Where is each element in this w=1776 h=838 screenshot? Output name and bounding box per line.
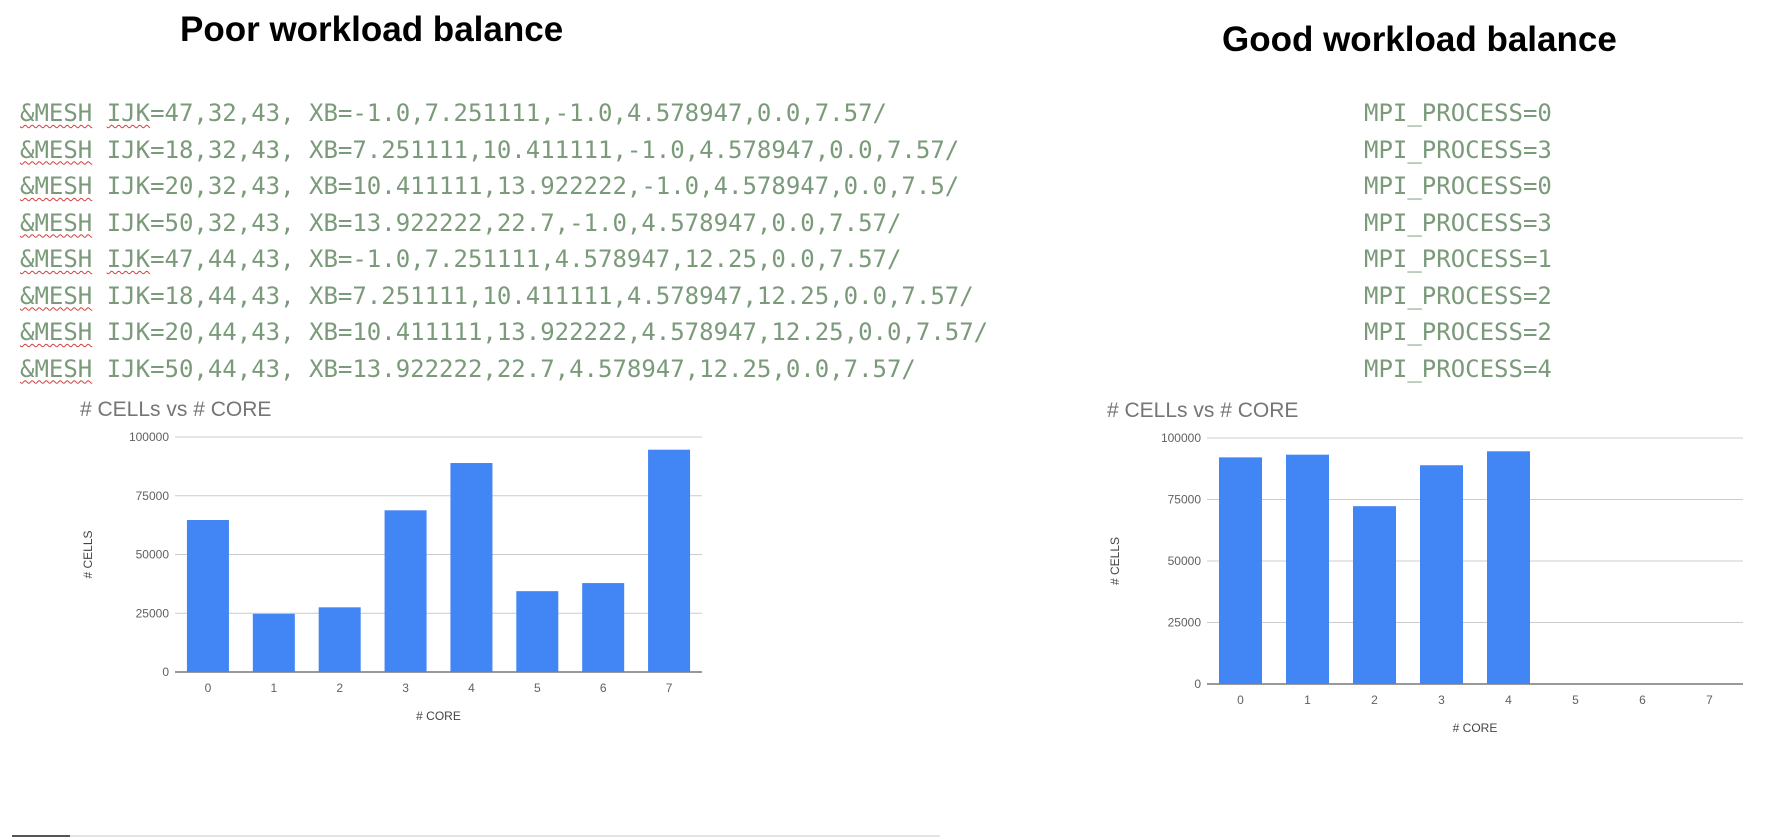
mpi-process-line: MPI_PROCESS=3 (1364, 208, 1552, 237)
x-tick-label: 5 (1572, 693, 1579, 707)
mesh-parameters: =18,32,43, XB=7.251111,10.411111,-1.0,4.… (150, 135, 960, 164)
bar (516, 591, 559, 672)
y-tick-label: 100000 (129, 430, 169, 444)
y-axis-title: # CELLS (1108, 537, 1122, 585)
x-tick-label: 3 (402, 681, 409, 695)
x-tick-label: 6 (1639, 693, 1646, 707)
x-tick-label: 0 (205, 681, 212, 695)
x-tick-label: 4 (1505, 693, 1512, 707)
x-tick-label: 4 (468, 681, 475, 695)
ijk-keyword: IJK (106, 135, 151, 164)
mesh-keyword: &MESH (20, 99, 93, 127)
mesh-parameters: =50,32,43, XB=13.922222,22.7,-1.0,4.5789… (150, 208, 902, 237)
mesh-keyword: &MESH (20, 354, 93, 383)
y-tick-label: 0 (162, 665, 169, 679)
x-tick-label: 0 (1237, 693, 1244, 707)
mesh-parameters: =50,44,43, XB=13.922222,22.7,4.578947,12… (150, 354, 916, 383)
x-tick-label: 3 (1438, 693, 1445, 707)
good-balance-chart: # CELLs vs # CORE 0 25000 50000 75000 100000 0… (1107, 393, 1747, 833)
bottom-divider-right (70, 835, 940, 837)
bar-chart-svg: # CELLs vs # CORE 0 25000 50000 75000 100000 0… (1107, 399, 1743, 735)
good-balance-title: Good workload balance (1222, 20, 1617, 59)
x-tick-label: 2 (1371, 693, 1378, 707)
x-tick-label: 5 (534, 681, 541, 695)
mesh-parameters: =20,32,43, XB=10.411111,13.922222,-1.0,4… (150, 172, 960, 200)
bar (1487, 451, 1530, 684)
mesh-line: &MESH IJK=18,32,43, XB=7.251111,10.41111… (20, 132, 988, 169)
x-axis-title: # CORE (1453, 721, 1498, 735)
bar-chart-svg: # CELLs vs # CORE 0 25000 50000 75000 100000 0… (80, 398, 702, 723)
mpi-process-line: MPI_PROCESS=4 (1364, 354, 1552, 383)
mesh-line: &MESH IJK=20,32,43, XB=10.411111,13.9222… (20, 168, 988, 205)
y-axis-title: # CELLS (81, 530, 95, 578)
bar (1353, 506, 1396, 684)
x-tick-label: 7 (666, 681, 673, 695)
mesh-line: &MESH IJK=50,32,43, XB=13.922222,22.7,-1… (20, 205, 988, 242)
mpi-process-list: MPI_PROCESS=0 MPI_PROCESS=3 MPI_PROCESS=0 M… (1364, 95, 1552, 387)
x-tick-label: 1 (270, 681, 277, 695)
ijk-keyword: IJK (106, 99, 151, 127)
mesh-parameters: =47,44,43, XB=-1.0,7.251111,4.578947,12.… (150, 245, 902, 273)
bar (582, 583, 625, 672)
bar (186, 520, 229, 672)
mesh-parameters: =20,44,43, XB=10.411111,13.922222,4.5789… (150, 318, 989, 346)
chart-title: # CELLs vs # CORE (1107, 399, 1298, 422)
mesh-line: &MESH IJK=18,44,43, XB=7.251111,10.41111… (20, 278, 988, 315)
mesh-parameters: =18,44,43, XB=7.251111,10.411111,4.57894… (150, 281, 974, 310)
mpi-process-line: MPI_PROCESS=2 (1364, 318, 1552, 346)
mpi-process-line: MPI_PROCESS=2 (1364, 281, 1552, 310)
ijk-keyword: IJK (106, 172, 151, 200)
mesh-definition-list: &MESH IJK=47,32,43, XB=-1.0,7.251111,-1.… (20, 95, 988, 387)
mesh-line: &MESH IJK=47,44,43, XB=-1.0,7.251111,4.5… (20, 241, 988, 278)
y-tick-label: 50000 (1168, 554, 1202, 568)
mesh-line: &MESH IJK=50,44,43, XB=13.922222,22.7,4.… (20, 351, 988, 388)
mesh-line: &MESH IJK=47,32,43, XB=-1.0,7.251111,-1.… (20, 95, 988, 132)
mesh-keyword: &MESH (20, 208, 93, 237)
y-tick-label: 0 (1194, 677, 1201, 691)
x-axis-title: # CORE (416, 709, 461, 723)
bottom-divider-left (12, 835, 70, 837)
poor-balance-title: Poor workload balance (180, 10, 564, 49)
mesh-keyword: &MESH (20, 135, 93, 164)
y-tick-label: 25000 (136, 606, 170, 620)
mesh-keyword: &MESH (20, 172, 93, 200)
mpi-process-line: MPI_PROCESS=1 (1364, 245, 1552, 273)
bar (450, 463, 493, 672)
mesh-parameters: =47,32,43, XB=-1.0,7.251111,-1.0,4.57894… (150, 99, 887, 127)
ijk-keyword: IJK (106, 245, 151, 273)
chart-title: # CELLs vs # CORE (80, 398, 271, 421)
ijk-keyword: IJK (106, 281, 151, 310)
bar (252, 613, 295, 672)
y-tick-label: 75000 (136, 489, 170, 503)
mpi-process-line: MPI_PROCESS=3 (1364, 135, 1552, 164)
mpi-process-line: MPI_PROCESS=0 (1364, 172, 1552, 200)
x-tick-label: 1 (1304, 693, 1311, 707)
bar (318, 607, 361, 672)
ijk-keyword: IJK (106, 208, 151, 237)
x-tick-label: 7 (1706, 693, 1713, 707)
mesh-keyword: &MESH (20, 318, 93, 346)
y-tick-label: 75000 (1168, 493, 1202, 507)
mesh-keyword: &MESH (20, 281, 93, 310)
x-tick-label: 6 (600, 681, 607, 695)
mpi-process-line: MPI_PROCESS=0 (1364, 99, 1552, 127)
y-tick-label: 25000 (1168, 616, 1202, 630)
bar (1219, 457, 1262, 684)
y-tick-label: 100000 (1161, 431, 1201, 445)
bar (1286, 454, 1329, 684)
y-tick-label: 50000 (136, 548, 170, 562)
ijk-keyword: IJK (106, 354, 151, 383)
poor-balance-chart: # CELLs vs # CORE 0 25000 50000 75000 100000 0… (80, 392, 720, 832)
bar (648, 449, 691, 672)
mesh-keyword: &MESH (20, 245, 93, 273)
mesh-line: &MESH IJK=20,44,43, XB=10.411111,13.9222… (20, 314, 988, 351)
x-tick-label: 2 (336, 681, 343, 695)
bar (384, 510, 427, 672)
ijk-keyword: IJK (106, 318, 151, 346)
bar (1420, 465, 1463, 684)
